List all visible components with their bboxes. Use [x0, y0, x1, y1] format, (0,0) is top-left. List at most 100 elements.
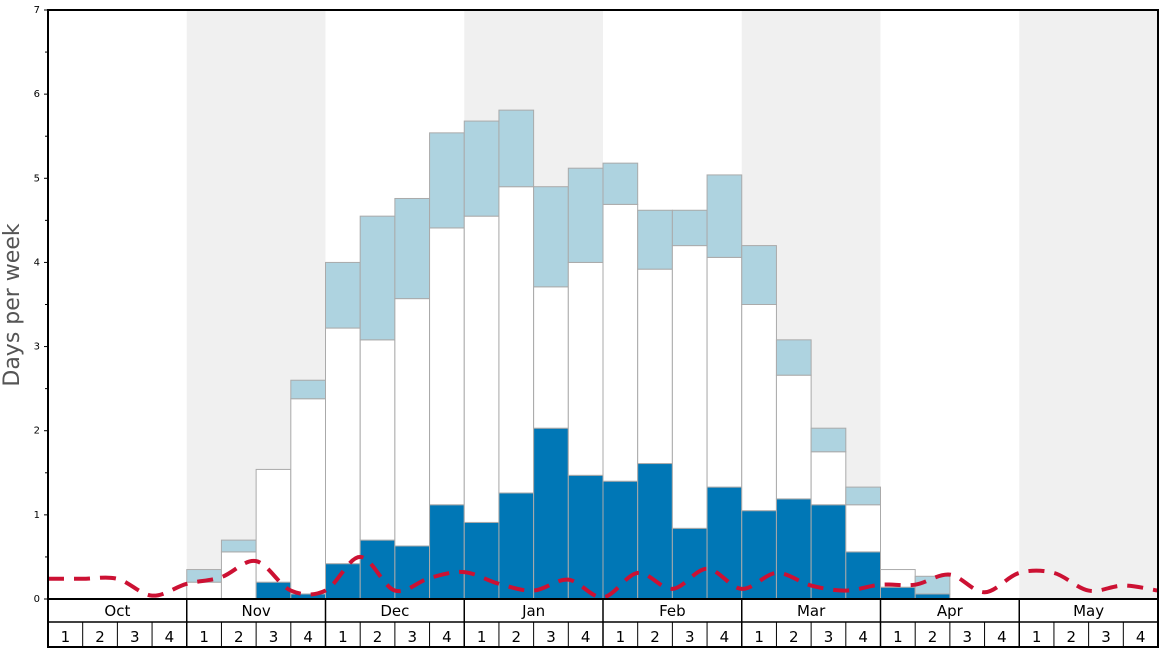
y-tick-label-7: 7 — [34, 5, 40, 16]
bar-white-week-10 — [359, 339, 396, 541]
week-label-jan-1: 1 — [477, 628, 487, 646]
week-label-may-3: 3 — [1101, 628, 1111, 646]
bar-dark-week-25 — [880, 586, 916, 600]
week-label-mar-4: 4 — [858, 628, 868, 646]
week-label-jan-3: 3 — [546, 628, 556, 646]
bar-white-week-16 — [567, 261, 604, 476]
week-label-mar-3: 3 — [824, 628, 834, 646]
week-label-feb-1: 1 — [616, 628, 626, 646]
month-label-nov: Nov — [241, 602, 270, 620]
y-axis-label: Days per week — [0, 223, 25, 386]
week-label-may-1: 1 — [1032, 628, 1042, 646]
week-label-nov-2: 2 — [234, 628, 244, 646]
bar-white-week-13 — [463, 215, 500, 523]
y-tick-label-1: 1 — [34, 510, 40, 521]
week-label-jan-4: 4 — [581, 628, 591, 646]
week-label-may-2: 2 — [1067, 628, 1077, 646]
bar-white-week-18 — [637, 268, 673, 465]
bar-white-week-7 — [255, 468, 292, 583]
bar-stacks — [186, 109, 951, 600]
bar-dark-week-21 — [741, 510, 777, 600]
bar-white-week-19 — [671, 245, 708, 529]
month-label-mar: Mar — [797, 602, 826, 620]
bar-light-week-14 — [498, 109, 535, 188]
bar-white-week-22 — [775, 374, 812, 500]
week-label-feb-2: 2 — [650, 628, 660, 646]
week-label-apr-3: 3 — [962, 628, 972, 646]
bar-white-week-17 — [602, 203, 639, 482]
bar-dark-week-15 — [533, 427, 569, 600]
week-label-jan-2: 2 — [512, 628, 522, 646]
bar-light-week-9 — [325, 261, 361, 329]
trend-line-layer — [48, 554, 1159, 600]
bar-light-week-21 — [741, 245, 777, 306]
bar-dark-week-13 — [463, 521, 500, 600]
week-label-apr-1: 1 — [893, 628, 903, 646]
week-label-dec-2: 2 — [373, 628, 383, 646]
bar-dark-week-20 — [706, 486, 743, 600]
week-label-nov-3: 3 — [269, 628, 279, 646]
bar-white-week-24 — [845, 504, 881, 553]
week-label-dec-4: 4 — [442, 628, 452, 646]
month-label-jan: Jan — [521, 602, 545, 620]
y-tick-label-6: 6 — [34, 89, 40, 100]
y-tick-label-0: 0 — [34, 594, 40, 605]
bar-light-week-22 — [775, 339, 812, 376]
bar-dark-week-17 — [602, 480, 639, 600]
trend-line — [48, 554, 1159, 600]
week-label-feb-3: 3 — [685, 628, 695, 646]
bar-dark-week-7 — [255, 581, 292, 600]
week-label-mar-1: 1 — [754, 628, 764, 646]
week-label-oct-3: 3 — [130, 628, 140, 646]
bar-white-week-21 — [741, 304, 777, 512]
bar-white-week-15 — [533, 286, 569, 429]
bar-dark-week-12 — [429, 504, 465, 600]
bar-white-week-8 — [290, 398, 326, 595]
week-label-dec-1: 1 — [338, 628, 348, 646]
month-label-feb: Feb — [659, 602, 686, 620]
bar-light-week-8 — [290, 379, 326, 400]
bar-light-week-11 — [394, 197, 431, 300]
bar-dark-week-9 — [325, 563, 361, 600]
week-label-nov-1: 1 — [199, 628, 209, 646]
month-label-apr: Apr — [937, 602, 964, 620]
bar-white-week-11 — [394, 298, 431, 547]
week-label-apr-2: 2 — [928, 628, 938, 646]
week-label-oct-2: 2 — [95, 628, 105, 646]
bar-light-week-18 — [637, 209, 673, 270]
bar-white-week-9 — [325, 327, 361, 565]
y-tick-label-2: 2 — [34, 426, 40, 437]
bar-dark-week-24 — [845, 551, 881, 600]
bar-dark-week-16 — [567, 474, 604, 600]
bar-white-week-5 — [186, 581, 222, 600]
bar-light-week-16 — [567, 167, 604, 263]
bar-dark-week-22 — [775, 498, 812, 600]
bar-light-week-15 — [533, 186, 569, 288]
week-label-apr-4: 4 — [997, 628, 1007, 646]
week-label-feb-4: 4 — [720, 628, 730, 646]
bar-light-week-24 — [845, 486, 881, 506]
bar-white-week-14 — [498, 186, 535, 494]
bar-white-week-23 — [810, 451, 847, 506]
week-label-may-4: 4 — [1136, 628, 1146, 646]
week-label-oct-4: 4 — [165, 628, 175, 646]
week-label-mar-2: 2 — [789, 628, 799, 646]
month-shade-may — [1019, 10, 1158, 599]
week-label-dec-3: 3 — [407, 628, 417, 646]
bar-light-week-20 — [706, 174, 743, 258]
bar-light-week-6 — [220, 539, 257, 553]
bar-light-week-17 — [602, 162, 639, 205]
bar-light-week-12 — [429, 132, 465, 229]
bar-light-week-13 — [463, 120, 500, 217]
bar-white-week-12 — [429, 227, 465, 506]
week-label-oct-1: 1 — [61, 628, 71, 646]
bar-white-week-20 — [706, 256, 743, 488]
bar-light-week-10 — [359, 215, 396, 341]
week-label-nov-4: 4 — [303, 628, 313, 646]
month-label-oct: Oct — [104, 602, 130, 620]
bar-light-week-19 — [671, 209, 708, 247]
bar-dark-week-14 — [498, 492, 535, 600]
month-label-may: May — [1073, 602, 1104, 620]
month-label-dec: Dec — [380, 602, 409, 620]
bar-light-week-23 — [810, 427, 847, 453]
